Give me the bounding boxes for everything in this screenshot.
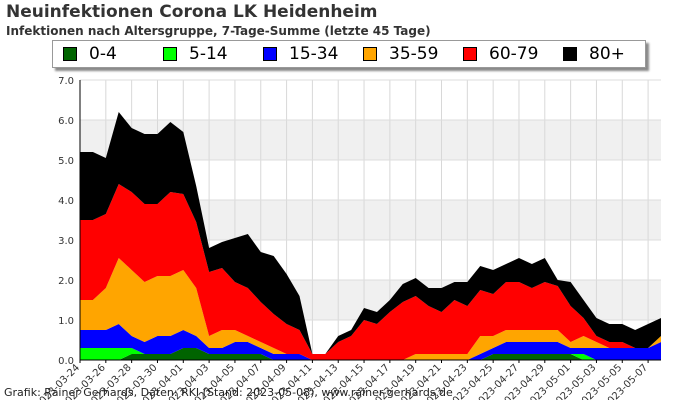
legend-label: 15-34 (289, 44, 339, 64)
legend-label: 80+ (589, 44, 625, 64)
series-area-80+ (80, 112, 661, 354)
chart-subtitle: Infektionen nach Altersgruppe, 7-Tage-Su… (6, 24, 431, 38)
y-tick-label: 7.0 (58, 76, 74, 87)
series-area-35-59 (80, 258, 661, 360)
credit-footer: Grafik: Rainer Gerhards, Daten: RKI (Sta… (4, 386, 453, 399)
legend-swatch (263, 47, 277, 61)
legend-item-35-59: 35-59 (363, 41, 438, 67)
legend-item-5-14: 5-14 (163, 41, 228, 67)
legend-label: 60-79 (489, 44, 539, 64)
legend-label: 5-14 (189, 44, 228, 64)
legend-item-0-4: 0-4 (63, 41, 117, 67)
y-tick-label: 4.0 (58, 196, 74, 207)
y-tick-label: 1.0 (58, 316, 74, 327)
series-areas (80, 112, 661, 360)
y-axis-ticks: 0.0 1.0 2.0 3.0 4.0 5.0 6.0 7.0 (58, 76, 74, 367)
legend-swatch (363, 47, 377, 61)
legend-label: 0-4 (89, 44, 117, 64)
chart-title: Neuinfektionen Corona LK Heidenheim (6, 2, 378, 22)
y-tick-label: 3.0 (58, 236, 74, 247)
y-tick-label: 0.0 (58, 356, 74, 367)
series-area-60-79 (80, 184, 661, 360)
legend-swatch (163, 47, 177, 61)
legend-item-15-34: 15-34 (263, 41, 338, 67)
axes (79, 80, 661, 361)
y-tick-label: 6.0 (58, 116, 74, 127)
y-tick-label: 5.0 (58, 156, 74, 167)
legend-label: 35-59 (389, 44, 439, 64)
legend-swatch (463, 47, 477, 61)
legend-item-60-79: 60-79 (463, 41, 538, 67)
legend-item-80+: 80+ (563, 41, 625, 67)
legend-swatch (63, 47, 77, 61)
series-area-0-4 (80, 348, 661, 360)
series-area-15-34 (80, 324, 661, 360)
legend: 0-4 5-14 15-34 35-59 60-79 80+ (52, 40, 646, 68)
y-tick-label: 2.0 (58, 276, 74, 287)
legend-swatch (563, 47, 577, 61)
